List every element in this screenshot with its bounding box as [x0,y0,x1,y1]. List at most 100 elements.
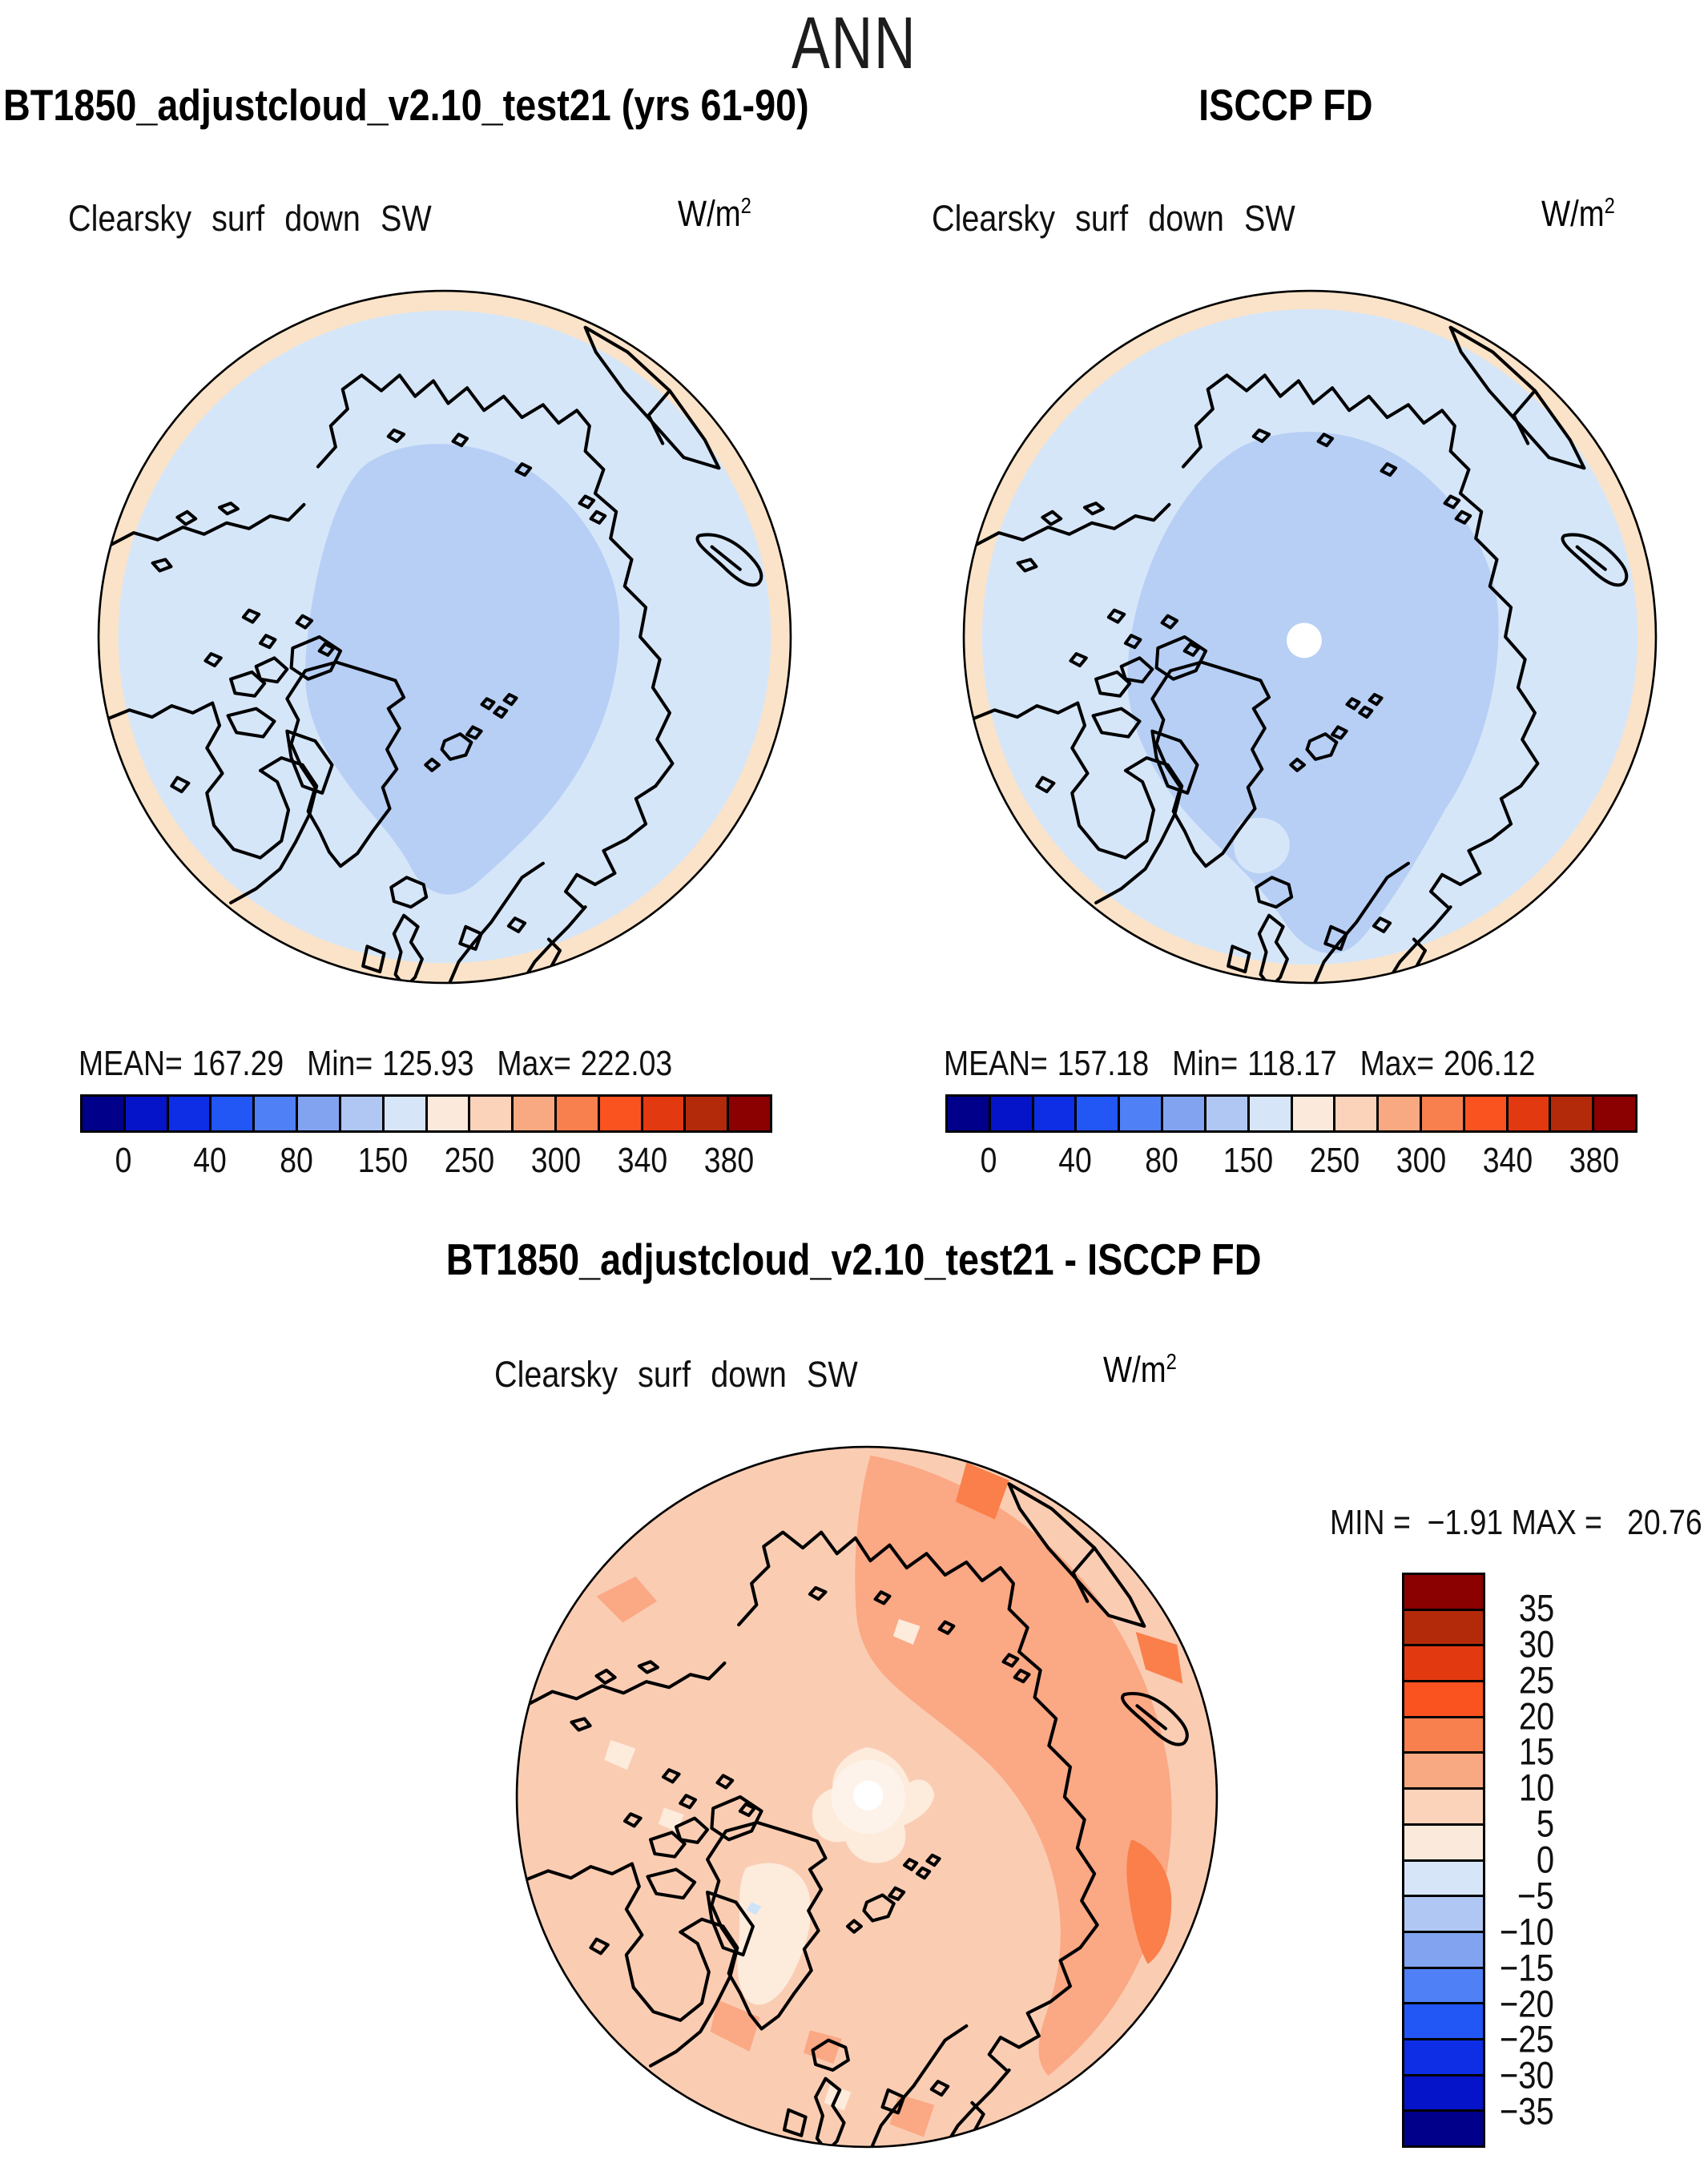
colorbar-cell [1247,1097,1291,1130]
colorbar-cell [1404,1644,1483,1681]
tick-label: 380 [1569,1141,1620,1180]
tick-label: 10 [1518,1766,1554,1809]
colorbar-cell [1074,1097,1118,1130]
colorbar-cell [1404,1680,1483,1716]
colorbar-cell [1333,1097,1377,1130]
colorbar-cell [468,1097,512,1130]
colorbar-cell [425,1097,469,1130]
colorbar-cell [727,1097,770,1130]
colorbar-cell [296,1097,339,1130]
colorbar-cell [597,1097,641,1130]
tick-label: 340 [617,1141,668,1180]
diff-colorbar-ticks: 35 30 25 20 15 10 5 0 −5 −10 −15 −20 −25 −30 −35 [1434,1573,1554,2148]
tick-label: −25 [1500,2017,1554,2060]
pole-gap-dot [1287,622,1322,659]
colorbar-cell [511,1097,554,1130]
diff-mid-band [596,1455,1172,2137]
tick-label: 15 [1518,1730,1554,1773]
tick-label: 80 [1145,1141,1178,1180]
diff-negative-speck [746,1902,762,1915]
colorbar-cell [1462,1097,1506,1130]
tick-label: 0 [115,1141,132,1180]
colorbar-cell [1404,1608,1483,1645]
diff-minmax: MIN = −1.91 MAX = 20.76 [1330,1503,1702,1542]
tick-label: −5 [1517,1874,1554,1917]
left-colorbar-ticks: 0 40 80 150 250 300 340 380 [80,1141,772,1189]
right-colorbar [945,1094,1638,1133]
left-stats: MEAN= 167.29 Min= 125.93 Max= 222.03 [79,1044,673,1083]
colorbar-cell [1376,1097,1420,1130]
colorbar-cell [1404,2073,1483,2110]
tick-label: 150 [357,1141,409,1180]
diff-map [515,1445,1219,2149]
tick-label: 150 [1223,1141,1274,1180]
tick-label: 25 [1518,1658,1554,1702]
right-panel-title: ISCCP FD [1198,80,1373,130]
colorbar-cell [1404,1966,1483,2003]
colorbar-cell [252,1097,296,1130]
diff-variable-label: Clearsky surf down SW [494,1354,858,1395]
colorbar-cell [1592,1097,1635,1130]
tick-label: 300 [1396,1141,1447,1180]
colorbar-cell [1404,1787,1483,1823]
colorbar-cell [1404,1895,1483,1931]
colorbar-cell [1549,1097,1593,1130]
colorbar-cell [166,1097,210,1130]
tick-label: −10 [1500,1910,1554,1953]
tick-label: 0 [980,1141,997,1180]
tick-label: 20 [1518,1694,1554,1737]
colorbar-cell [1031,1097,1075,1130]
colorbar-cell [1161,1097,1204,1130]
tick-label: 250 [1309,1141,1360,1180]
colorbar-cell [640,1097,684,1130]
colorbar-cell [1404,1751,1483,1788]
model-map [97,289,792,985]
tick-label: 250 [444,1141,495,1180]
right-colorbar-ticks: 0 40 80 150 250 300 340 380 [945,1141,1638,1189]
tick-label: 380 [703,1141,755,1180]
tick-label: −30 [1500,2053,1554,2097]
obs-map [962,289,1658,985]
colorbar-cell [683,1097,727,1130]
colorbar-cell [338,1097,382,1130]
tick-label: 300 [530,1141,582,1180]
colorbar-cell [1404,1715,1483,1752]
colorbar-cell [988,1097,1032,1130]
colorbar-cell [948,1097,989,1130]
left-variable-label: Clearsky surf down SW [68,198,432,239]
colorbar-cell [1404,1575,1483,1609]
diff-colorbar [1402,1573,1485,2148]
tick-label: 340 [1482,1141,1533,1180]
colorbar-cell [554,1097,598,1130]
colorbar-cell [1404,1823,1483,1859]
colorbar-cell [381,1097,425,1130]
diff-units-label: W/m2 [1103,1349,1177,1390]
colorbar-cell [1404,1930,1483,1967]
left-units-label: W/m2 [678,193,751,234]
colorbar-cell [1404,2002,1483,2038]
right-stats: MEAN= 157.18 Min= 118.17 Max= 206.12 [944,1044,1536,1083]
tick-label: 0 [1536,1838,1554,1881]
tick-label: 30 [1518,1622,1554,1666]
colorbar-cell [1118,1097,1162,1130]
season-title: ANN [791,2,917,84]
colorbar-cell [123,1097,167,1130]
colorbar-cell [1505,1097,1549,1130]
right-units-label: W/m2 [1541,193,1615,234]
diff-deep-patches [956,1462,1183,1964]
diff-panel-title: BT1850_adjustcloud_v2.10_test21 - ISCCP … [446,1235,1262,1284]
tick-label: 40 [1058,1141,1092,1180]
colorbar-cell [1290,1097,1334,1130]
colorbar-cell [1404,2037,1483,2074]
right-variable-label: Clearsky surf down SW [932,198,1295,239]
tick-label: 80 [280,1141,313,1180]
colorbar-cell [1419,1097,1463,1130]
colorbar-cell [209,1097,253,1130]
colorbar-cell [1404,2109,1483,2145]
tick-label: 35 [1518,1586,1554,1629]
colorbar-cell [1203,1097,1247,1130]
colorbar-cell [83,1097,123,1130]
tick-label: 5 [1536,1802,1554,1845]
tick-label: −35 [1500,2089,1554,2133]
